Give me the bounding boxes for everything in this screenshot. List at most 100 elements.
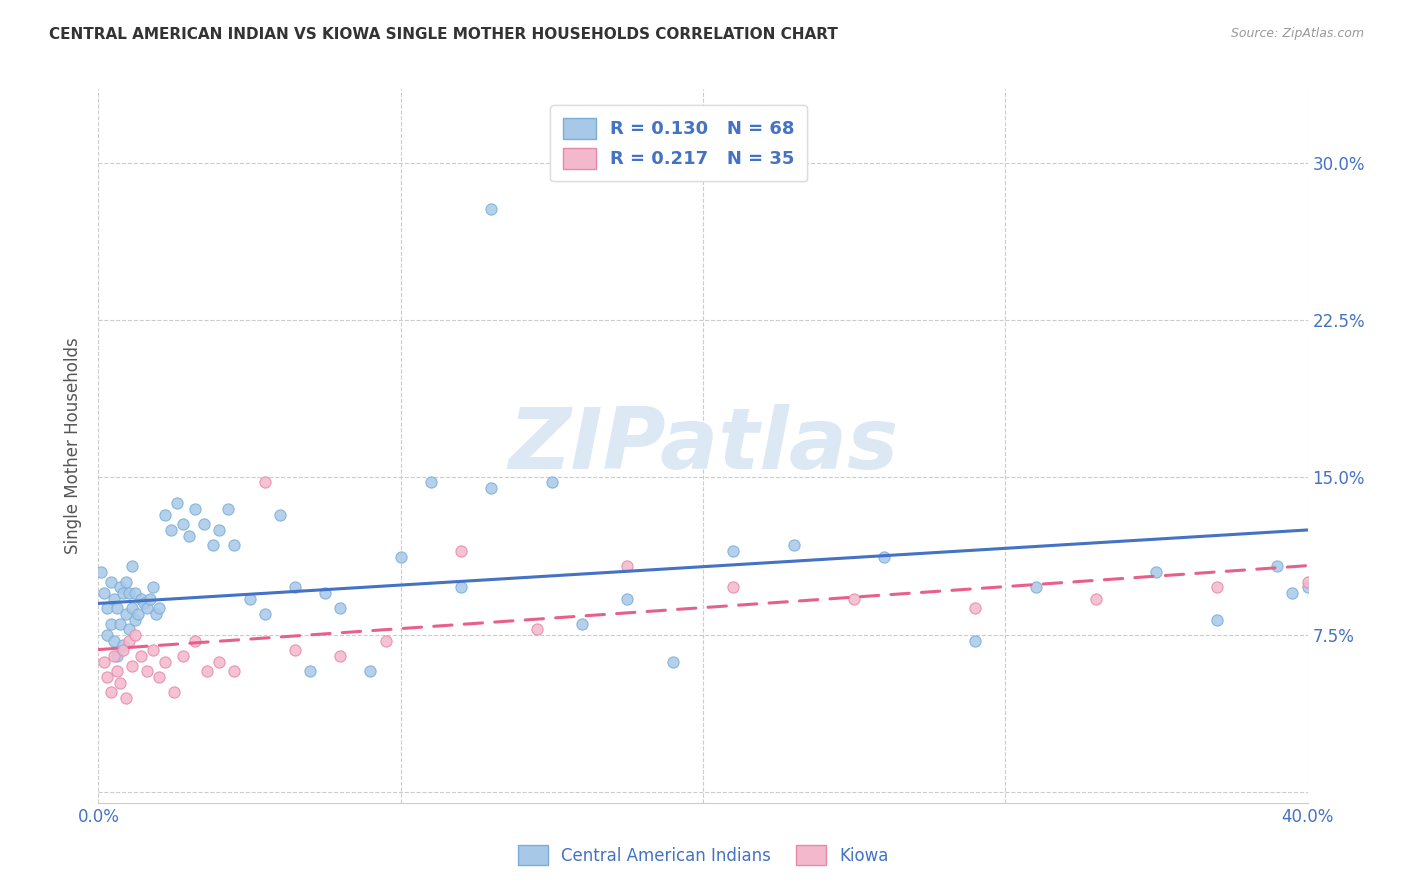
Point xyxy=(193,516,215,531)
Point xyxy=(121,558,143,573)
Point xyxy=(481,202,503,216)
Point xyxy=(195,664,218,678)
Point xyxy=(783,538,806,552)
Point xyxy=(360,664,382,678)
Point xyxy=(132,596,155,610)
Point xyxy=(450,544,472,558)
Point xyxy=(1206,613,1229,627)
Point xyxy=(111,586,134,600)
Point xyxy=(124,586,146,600)
Point xyxy=(135,600,157,615)
Point xyxy=(420,475,443,489)
Point xyxy=(96,628,118,642)
Point xyxy=(111,642,134,657)
Point xyxy=(142,642,165,657)
Point xyxy=(129,648,152,663)
Point xyxy=(217,502,239,516)
Point xyxy=(284,580,307,594)
Point xyxy=(723,580,745,594)
Point xyxy=(329,600,352,615)
Legend: Central American Indians, Kiowa: Central American Indians, Kiowa xyxy=(508,836,898,875)
Point xyxy=(172,516,194,531)
Point xyxy=(93,655,115,669)
Point xyxy=(208,655,231,669)
Point xyxy=(616,558,638,573)
Point xyxy=(105,600,128,615)
Point xyxy=(96,670,118,684)
Point xyxy=(90,565,112,579)
Point xyxy=(314,586,336,600)
Point xyxy=(1281,586,1303,600)
Point xyxy=(269,508,291,523)
Point xyxy=(163,684,186,698)
Point xyxy=(160,523,183,537)
Point xyxy=(148,670,170,684)
Point xyxy=(179,529,201,543)
Point xyxy=(148,600,170,615)
Point xyxy=(103,592,125,607)
Point xyxy=(103,634,125,648)
Point xyxy=(1296,575,1319,590)
Point xyxy=(145,607,167,621)
Point xyxy=(1144,565,1167,579)
Point xyxy=(111,639,134,653)
Point xyxy=(450,580,472,594)
Point xyxy=(121,659,143,673)
Point xyxy=(202,538,225,552)
Point xyxy=(284,642,307,657)
Point xyxy=(96,600,118,615)
Point xyxy=(1206,580,1229,594)
Point xyxy=(616,592,638,607)
Point xyxy=(965,634,987,648)
Point xyxy=(540,475,562,489)
Point xyxy=(844,592,866,607)
Text: CENTRAL AMERICAN INDIAN VS KIOWA SINGLE MOTHER HOUSEHOLDS CORRELATION CHART: CENTRAL AMERICAN INDIAN VS KIOWA SINGLE … xyxy=(49,27,838,42)
Point xyxy=(129,592,152,607)
Y-axis label: Single Mother Households: Single Mother Households xyxy=(65,338,83,554)
Point xyxy=(224,538,246,552)
Text: ZIPatlas: ZIPatlas xyxy=(508,404,898,488)
Point xyxy=(121,600,143,615)
Point xyxy=(374,634,396,648)
Point xyxy=(965,600,987,615)
Text: Source: ZipAtlas.com: Source: ZipAtlas.com xyxy=(1230,27,1364,40)
Point xyxy=(153,508,176,523)
Point xyxy=(1024,580,1046,594)
Point xyxy=(108,617,131,632)
Point xyxy=(661,655,683,669)
Point xyxy=(526,622,548,636)
Point xyxy=(1085,592,1108,607)
Point xyxy=(118,586,141,600)
Point xyxy=(184,634,207,648)
Point xyxy=(118,634,141,648)
Point xyxy=(108,676,131,690)
Point xyxy=(118,622,141,636)
Point xyxy=(723,544,745,558)
Point xyxy=(299,664,322,678)
Point xyxy=(127,607,149,621)
Point xyxy=(329,648,352,663)
Point xyxy=(873,550,896,565)
Point xyxy=(184,502,207,516)
Point xyxy=(1296,580,1319,594)
Point xyxy=(114,607,136,621)
Point xyxy=(389,550,412,565)
Point xyxy=(124,613,146,627)
Point xyxy=(253,475,276,489)
Point xyxy=(100,575,122,590)
Point xyxy=(166,496,188,510)
Point xyxy=(124,628,146,642)
Point xyxy=(224,664,246,678)
Legend: R = 0.130   N = 68, R = 0.217   N = 35: R = 0.130 N = 68, R = 0.217 N = 35 xyxy=(551,105,807,181)
Point xyxy=(139,592,162,607)
Point xyxy=(153,655,176,669)
Point xyxy=(100,617,122,632)
Point xyxy=(103,648,125,663)
Point xyxy=(105,648,128,663)
Point xyxy=(208,523,231,537)
Point xyxy=(100,684,122,698)
Point xyxy=(142,580,165,594)
Point xyxy=(172,648,194,663)
Point xyxy=(93,586,115,600)
Point xyxy=(1267,558,1289,573)
